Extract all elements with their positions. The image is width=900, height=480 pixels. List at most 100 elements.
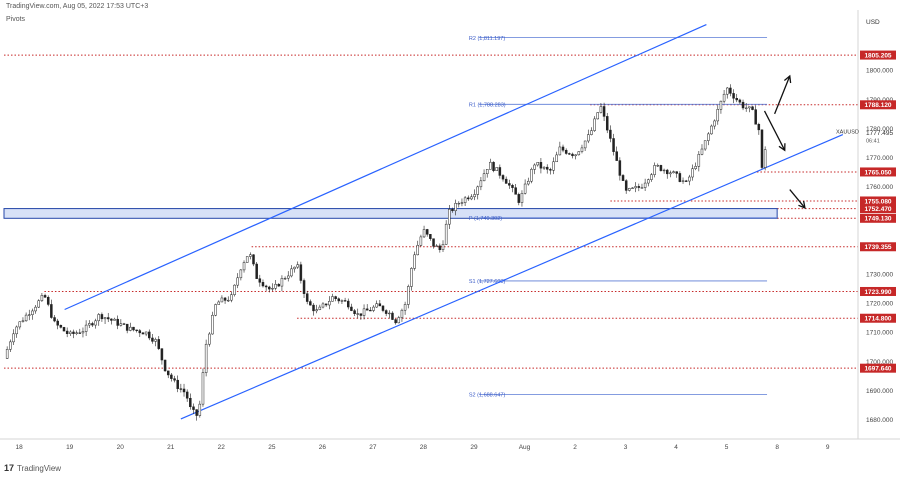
price-tag-bg (860, 313, 896, 323)
candle-body (384, 310, 388, 314)
candle-body (116, 318, 119, 326)
price-tag-bg (860, 213, 896, 223)
candle (24, 312, 28, 322)
candle-body (69, 331, 72, 334)
candle-body (647, 179, 650, 184)
candle-body (214, 304, 217, 316)
candle-body (479, 180, 483, 188)
candle-body (628, 188, 631, 191)
candle-body (722, 93, 726, 102)
candle (5, 346, 9, 360)
candle-body (141, 332, 145, 335)
candle-body (574, 154, 577, 157)
candle-body (148, 331, 151, 339)
indicator-label[interactable]: Pivots (6, 16, 26, 23)
candle (694, 162, 697, 171)
candle-body (593, 118, 596, 131)
price-tag-text: 1755.080 (864, 198, 891, 205)
price-level-tag: 1765.050 (860, 167, 896, 177)
candle (568, 152, 571, 155)
candle (441, 240, 445, 252)
candle (261, 279, 265, 288)
candle-body (217, 301, 221, 305)
candle-body (315, 309, 318, 312)
candle-body (700, 148, 704, 155)
candle (640, 183, 644, 189)
pivot-label: R1 (1,788.283) (469, 103, 506, 109)
candle-body (400, 309, 404, 318)
price-tag-bg (860, 242, 896, 252)
candle-body (650, 174, 653, 180)
candle (163, 359, 167, 372)
candle (454, 199, 457, 216)
candle-body (12, 333, 15, 343)
candle-body (62, 327, 66, 332)
candle (132, 326, 135, 332)
candle-body (40, 295, 44, 301)
candle-body (255, 263, 258, 279)
candle-body (602, 106, 606, 117)
candle-body (122, 323, 126, 325)
candle-body (580, 147, 584, 152)
candle-body (542, 166, 546, 169)
candle (113, 317, 116, 321)
candle (656, 163, 660, 167)
candle-body (609, 129, 612, 139)
candle-body (100, 314, 104, 320)
x-tick-label: 8 (775, 444, 779, 451)
candle (634, 182, 637, 193)
candle-body (328, 301, 331, 306)
candle-body (738, 99, 742, 103)
candle (571, 152, 574, 159)
candle (350, 303, 353, 312)
candle-body (274, 283, 277, 289)
candle-body (198, 403, 202, 416)
candle (119, 319, 123, 327)
candle-body (719, 100, 723, 110)
candle-body (365, 308, 369, 311)
candle-body (407, 286, 410, 305)
x-tick-label: 9 (826, 444, 830, 451)
candle (688, 174, 691, 186)
candle-body (91, 323, 94, 326)
support-zone (3, 208, 778, 219)
candle-body (561, 146, 565, 151)
candle (321, 302, 325, 309)
candle (425, 228, 429, 237)
candle (185, 389, 189, 402)
candle-body (53, 317, 56, 322)
candle-body (160, 348, 164, 361)
candle-body (653, 165, 656, 175)
x-tick-label: 18 (16, 444, 24, 451)
candle (347, 298, 350, 310)
candle (413, 251, 416, 271)
candle (482, 169, 486, 182)
candle-body (208, 333, 211, 345)
candle (362, 304, 366, 320)
candle-body (410, 268, 413, 287)
price-level-labels: 1805.205 1788.120 1765.050 1755.0801752.470… (836, 50, 896, 373)
price-tag-bg (860, 167, 896, 177)
candle (435, 244, 438, 247)
candle-body (716, 109, 720, 122)
candle-body (599, 106, 603, 113)
candle-body (144, 331, 148, 335)
candle-body (312, 304, 315, 312)
price-axis: USD 1680.000 1690.000 1700.000 1710.000 1720.… (857, 10, 893, 439)
candle (211, 311, 214, 335)
candle (359, 313, 363, 320)
candle-body (46, 296, 50, 305)
candle (672, 170, 675, 174)
candle (596, 112, 600, 120)
candle (230, 291, 233, 303)
candle (533, 163, 536, 175)
price-tag-text: 1765.050 (864, 169, 891, 176)
candle-body (154, 339, 157, 342)
candle-body (5, 349, 9, 359)
candle-body (75, 332, 78, 334)
footer-brand[interactable]: 17 TradingView (4, 463, 61, 473)
candle (517, 192, 521, 206)
candle (451, 207, 454, 213)
